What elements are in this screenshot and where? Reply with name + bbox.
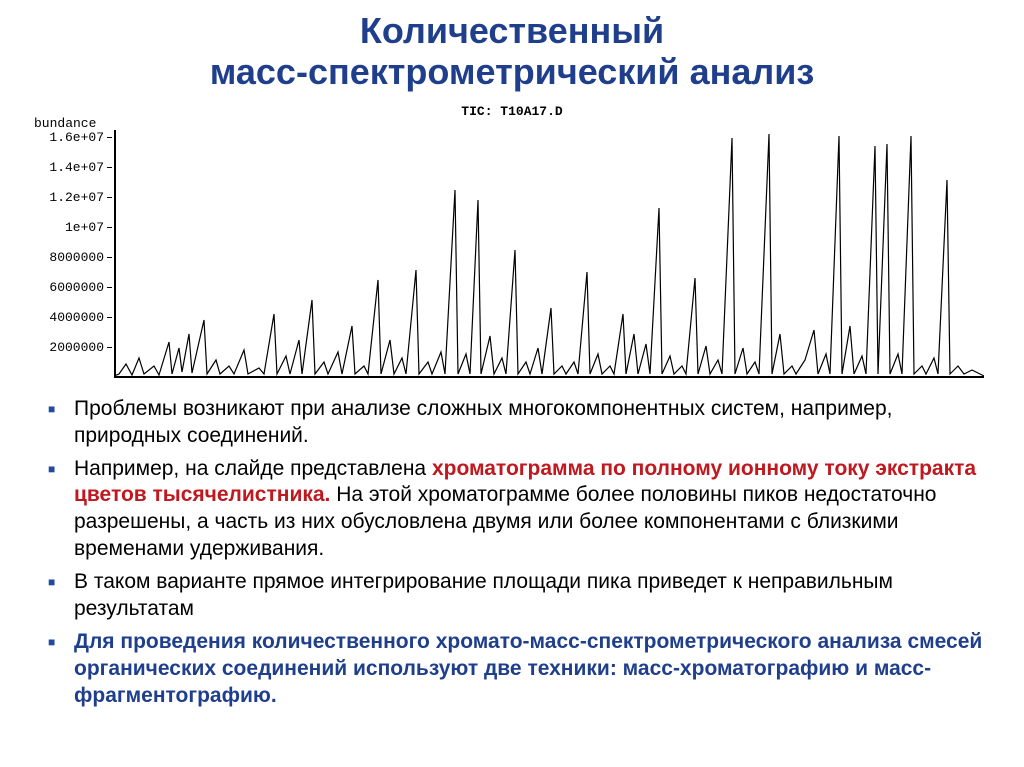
y-tick: 8000000	[36, 250, 104, 265]
chromatogram-chart: TIC: T10A17.D bundance 1.6e+07 1.4e+07 1.2…	[32, 98, 992, 378]
chart-header: TIC: T10A17.D	[461, 104, 562, 119]
spectrum-svg	[114, 130, 984, 378]
y-tick: 1.6e+07	[36, 130, 104, 145]
bullet-4: Для проведения количественного хромато-м…	[48, 629, 988, 710]
y-tick: 1.4e+07	[36, 160, 104, 175]
title-line-2: масс-спектрометрический анализ	[210, 51, 815, 92]
y-tick: 6000000	[36, 280, 104, 295]
x-axis-line	[114, 376, 984, 378]
bullet-2: Например, на слайде представлена хромато…	[48, 456, 988, 564]
plot-box	[114, 130, 984, 378]
bullet-1-text: Проблемы возникают при анализе сложных м…	[74, 397, 892, 447]
bullet-list: Проблемы возникают при анализе сложных м…	[0, 378, 1024, 710]
slide: Количественный масс-спектрометрический а…	[0, 0, 1024, 767]
bullet-3-text: В таком варианте прямое интегрирование п…	[74, 570, 893, 620]
y-tick: 4000000	[36, 310, 104, 325]
bullet-4-text: Для проведения количественного хромато-м…	[74, 630, 982, 707]
y-axis-label: bundance	[34, 116, 96, 131]
bullet-2-pre: Например, на слайде представлена	[74, 457, 432, 480]
title-line-1: Количественный	[360, 10, 664, 51]
y-tick: 2000000	[36, 340, 104, 355]
spectrum-trace	[114, 134, 984, 376]
bullet-3: В таком варианте прямое интегрирование п…	[48, 569, 988, 623]
y-axis-line	[114, 130, 116, 378]
y-tick: 1.2e+07	[36, 190, 104, 205]
slide-title: Количественный масс-спектрометрический а…	[0, 10, 1024, 93]
y-tick: 1e+07	[36, 220, 104, 235]
bullet-1: Проблемы возникают при анализе сложных м…	[48, 396, 988, 450]
